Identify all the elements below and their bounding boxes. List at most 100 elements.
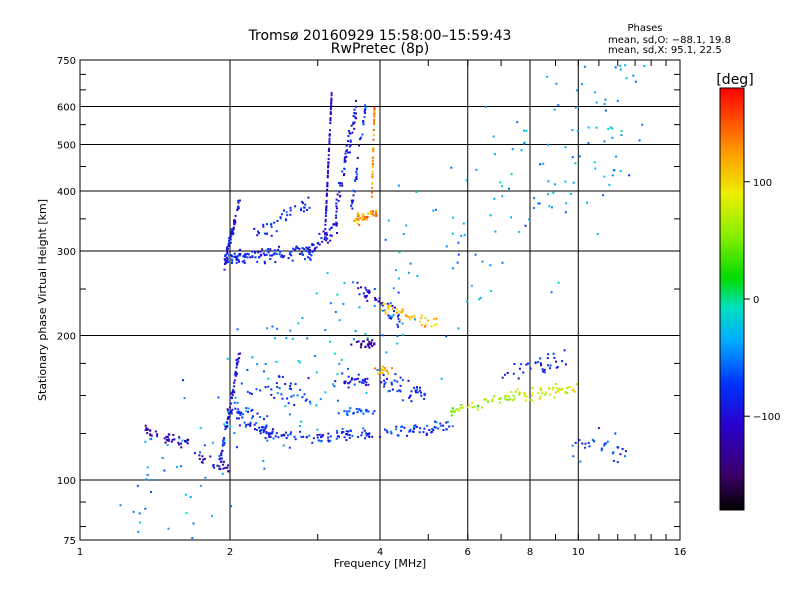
y-tick-label: 400	[57, 187, 76, 198]
data-point	[201, 455, 204, 458]
data-point	[361, 381, 364, 384]
data-point	[233, 379, 236, 382]
data-point	[390, 432, 393, 435]
data-point	[359, 217, 362, 220]
data-point	[451, 267, 454, 270]
data-point	[612, 459, 615, 462]
data-point	[416, 275, 419, 277]
data-point	[375, 298, 378, 301]
data-point	[265, 425, 268, 428]
data-point	[425, 432, 428, 435]
data-point	[325, 201, 328, 204]
data-point	[323, 236, 326, 239]
data-point	[355, 219, 358, 222]
data-point	[223, 258, 226, 261]
data-point	[365, 288, 368, 291]
data-point	[267, 432, 270, 435]
data-point	[539, 163, 542, 166]
data-point	[549, 367, 551, 370]
data-point	[193, 452, 196, 455]
data-point	[317, 241, 320, 244]
data-point	[407, 379, 410, 382]
data-point	[324, 232, 326, 235]
chart-subtitle: RwPretec (8p)	[331, 41, 429, 57]
data-point	[249, 392, 252, 395]
data-point	[299, 253, 302, 255]
data-point	[259, 416, 262, 418]
data-point	[268, 433, 271, 436]
data-point	[508, 187, 510, 190]
data-point	[425, 323, 428, 326]
data-point	[576, 129, 579, 132]
data-point	[372, 138, 375, 141]
data-point	[392, 313, 395, 316]
chart-title: Tromsø 20160929 15:58:00–15:59:43	[248, 28, 512, 44]
data-point	[362, 382, 365, 384]
data-point	[373, 107, 376, 110]
data-point	[254, 251, 256, 254]
data-point	[383, 379, 386, 382]
data-point	[323, 238, 326, 241]
data-point	[471, 402, 474, 404]
data-point	[410, 400, 413, 403]
data-point	[409, 428, 412, 431]
data-point	[265, 253, 268, 256]
data-point	[273, 249, 276, 252]
data-point	[309, 249, 312, 252]
data-point	[262, 252, 265, 255]
data-point	[286, 434, 289, 437]
data-point	[362, 427, 365, 430]
data-point	[435, 208, 437, 211]
data-point	[178, 443, 181, 446]
data-point	[364, 216, 366, 219]
data-point	[273, 221, 276, 224]
data-point	[371, 160, 374, 163]
data-point	[509, 398, 512, 401]
data-point	[572, 181, 575, 184]
data-point	[470, 284, 473, 287]
data-point	[311, 250, 314, 253]
data-point	[337, 199, 340, 202]
data-point	[368, 342, 371, 345]
data-point	[353, 179, 356, 182]
data-point	[226, 425, 229, 428]
data-point	[628, 174, 631, 177]
data-point	[525, 399, 528, 402]
data-point	[616, 99, 619, 102]
data-point	[358, 293, 361, 296]
x-tick-label: 1	[77, 547, 83, 558]
data-point	[253, 227, 256, 230]
data-point	[423, 392, 426, 395]
data-point	[399, 376, 402, 379]
data-point	[268, 436, 271, 438]
data-point	[232, 389, 235, 391]
data-point	[275, 360, 278, 363]
data-point	[552, 386, 555, 389]
data-point	[363, 110, 366, 113]
data-point	[259, 250, 262, 253]
data-point	[352, 338, 355, 341]
colorbar-tick-label: 100	[753, 178, 772, 189]
data-point	[154, 430, 157, 433]
data-point	[289, 431, 292, 434]
data-point	[306, 337, 309, 340]
data-point	[358, 223, 361, 226]
data-point	[244, 253, 247, 256]
data-point	[167, 433, 170, 436]
data-point	[181, 439, 184, 442]
data-point	[236, 411, 239, 414]
data-point	[262, 223, 265, 226]
data-point	[324, 220, 327, 223]
data-point	[360, 409, 363, 412]
data-point	[434, 426, 437, 429]
data-point	[619, 64, 622, 67]
data-point	[229, 396, 232, 399]
data-point	[281, 375, 284, 378]
data-point	[178, 436, 181, 439]
data-point	[243, 254, 246, 257]
data-point	[186, 442, 189, 445]
data-point	[395, 311, 398, 314]
data-point	[543, 368, 546, 371]
data-point	[335, 429, 338, 432]
data-point	[221, 472, 224, 475]
